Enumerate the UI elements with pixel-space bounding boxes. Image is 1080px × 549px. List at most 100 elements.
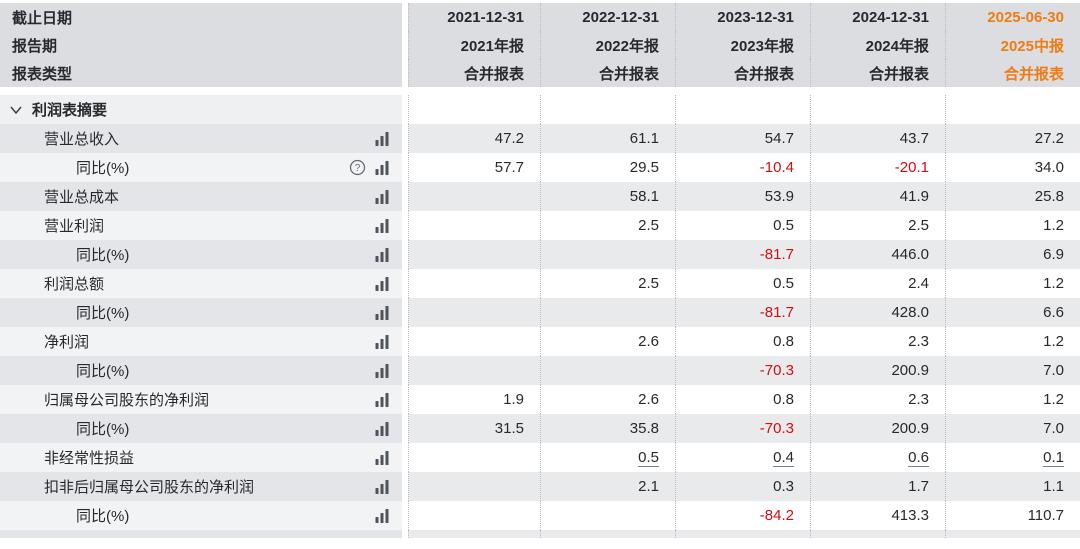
bar-chart-icon[interactable] — [374, 305, 390, 321]
cell-value[interactable]: 0.6 — [908, 448, 929, 467]
value-cell: 0.4 — [675, 443, 810, 472]
cell-value[interactable]: 0.1 — [1043, 448, 1064, 467]
header-cell-text: 2024年报 — [865, 37, 929, 55]
column-gutter — [402, 530, 408, 538]
value-cell — [945, 530, 1080, 538]
bar-chart-icon[interactable] — [374, 334, 390, 350]
section-empty-cell — [810, 95, 945, 124]
table-row: 同比(%)? 57.7 29.5 -10.4 -20.1 34.0 — [0, 153, 1080, 182]
value-cell — [408, 443, 540, 472]
bar-chart-icon[interactable] — [374, 450, 390, 466]
column-gutter — [402, 472, 408, 501]
cell-value: 61.1 — [629, 130, 659, 147]
value-cell: 1.2 — [945, 327, 1080, 356]
row-label-cell: 非经常性损益 — [0, 443, 402, 472]
header-cell: 合并报表 — [675, 59, 810, 87]
value-cell: -70.3 — [675, 414, 810, 443]
header-row: 报告期 2021年报 2022年报 2023年报 2024年报 2025中报 — [0, 31, 1080, 59]
value-cell: 7.0 — [945, 414, 1080, 443]
table-row: 营业总成本 58.1 53.9 41.9 25.8 — [0, 182, 1080, 211]
cell-value: -84.2 — [759, 507, 794, 524]
value-cell — [408, 240, 540, 269]
column-gutter — [402, 298, 408, 327]
bar-chart-icon[interactable] — [374, 363, 390, 379]
value-cell: -81.7 — [675, 298, 810, 327]
cell-value: 6.6 — [1043, 304, 1064, 321]
section-empty-cell — [540, 95, 675, 124]
header-cell: 2024-12-31 — [810, 3, 945, 31]
cell-value: 58.1 — [629, 188, 659, 205]
bar-chart-icon[interactable] — [374, 247, 390, 263]
bar-chart-icon[interactable] — [374, 479, 390, 495]
cell-value: 35.8 — [629, 420, 659, 437]
cell-value: 31.5 — [494, 420, 524, 437]
header-cell: 合并报表 — [945, 59, 1080, 87]
cell-value: 0.5 — [773, 217, 794, 234]
value-cell — [408, 327, 540, 356]
header-cell: 2025-06-30 — [945, 3, 1080, 31]
header-cell: 2023-12-31 — [675, 3, 810, 31]
row-label: 营业总成本 — [44, 189, 120, 206]
value-cell — [540, 530, 675, 538]
header-cell-text: 2023年报 — [730, 37, 794, 55]
value-cell: 2.6 — [540, 327, 675, 356]
bar-chart-icon[interactable] — [374, 421, 390, 437]
section-label-cell[interactable]: 利润表摘要 — [0, 95, 402, 124]
row-label: 同比(%) — [76, 421, 130, 438]
row-label-cell: 归属母公司股东的净利润 — [0, 385, 402, 414]
bar-chart-icon[interactable] — [374, 392, 390, 408]
header-cell-text: 2023-12-31 — [717, 8, 794, 26]
header-row-label: 报告期 — [0, 31, 402, 59]
cell-value[interactable]: 0.5 — [638, 448, 659, 467]
section-title: 利润表摘要 — [32, 102, 108, 119]
column-gutter — [402, 95, 408, 124]
bar-chart-icon[interactable] — [374, 218, 390, 234]
bar-chart-icon[interactable] — [374, 160, 390, 176]
value-cell — [408, 211, 540, 240]
table-row: 利润总额 2.5 0.5 2.4 1.2 — [0, 269, 1080, 298]
row-label-cell: 营业总收入 — [0, 124, 402, 153]
value-cell — [408, 472, 540, 501]
table-row: 非经常性损益 0.5 0.4 0.6 0.1 — [0, 443, 1080, 472]
header-cell-text: 2021年报 — [460, 37, 524, 55]
cell-value: 41.9 — [899, 188, 929, 205]
table-row: 同比(%) 31.5 35.8 -70.3 200.9 7.0 — [0, 414, 1080, 443]
help-circle-icon[interactable]: ? — [349, 159, 366, 176]
chevron-down-icon[interactable] — [8, 103, 24, 117]
table-row: 同比(%) -70.3 200.9 7.0 — [0, 356, 1080, 385]
bar-chart-icon[interactable] — [374, 276, 390, 292]
value-cell: 0.3 — [675, 472, 810, 501]
section-row[interactable]: 利润表摘要 — [0, 95, 1080, 124]
table-row: 归属母公司股东的净利润 1.9 2.6 0.8 2.3 1.2 — [0, 385, 1080, 414]
value-cell — [675, 530, 810, 538]
column-gutter — [402, 240, 408, 269]
row-label: 同比(%) — [76, 160, 130, 177]
cell-value: 200.9 — [891, 362, 929, 379]
cell-value: 1.7 — [908, 478, 929, 495]
header-cell-text: 2022年报 — [595, 37, 659, 55]
value-cell: 41.9 — [810, 182, 945, 211]
bar-chart-icon[interactable] — [374, 131, 390, 147]
row-label-cell: 净利润 — [0, 327, 402, 356]
header-cell-text: 合并报表 — [1003, 65, 1064, 83]
value-cell — [408, 298, 540, 327]
cell-value: -81.7 — [759, 246, 794, 263]
value-cell: 43.7 — [810, 124, 945, 153]
row-label: 归属母公司股东的净利润 — [44, 392, 210, 409]
table-row: 同比(%) -81.7 446.0 6.9 — [0, 240, 1080, 269]
header-cell: 合并报表 — [810, 59, 945, 87]
value-cell: 1.9 — [408, 385, 540, 414]
row-label-cell: 扣非后归属母公司股东的净利润 — [0, 472, 402, 501]
value-cell: 1.1 — [945, 472, 1080, 501]
value-cell: 1.7 — [810, 472, 945, 501]
value-cell: 27.2 — [945, 124, 1080, 153]
cell-value[interactable]: 0.4 — [773, 448, 794, 467]
row-label: 扣非后归属母公司股东的净利润 — [44, 479, 255, 496]
cell-value: 0.5 — [773, 275, 794, 292]
bar-chart-icon[interactable] — [374, 189, 390, 205]
bar-chart-icon[interactable] — [374, 508, 390, 524]
cell-value: -70.3 — [759, 362, 794, 379]
header-cell-text: 2022-12-31 — [582, 8, 659, 26]
cell-value: 428.0 — [891, 304, 929, 321]
value-cell: 6.6 — [945, 298, 1080, 327]
